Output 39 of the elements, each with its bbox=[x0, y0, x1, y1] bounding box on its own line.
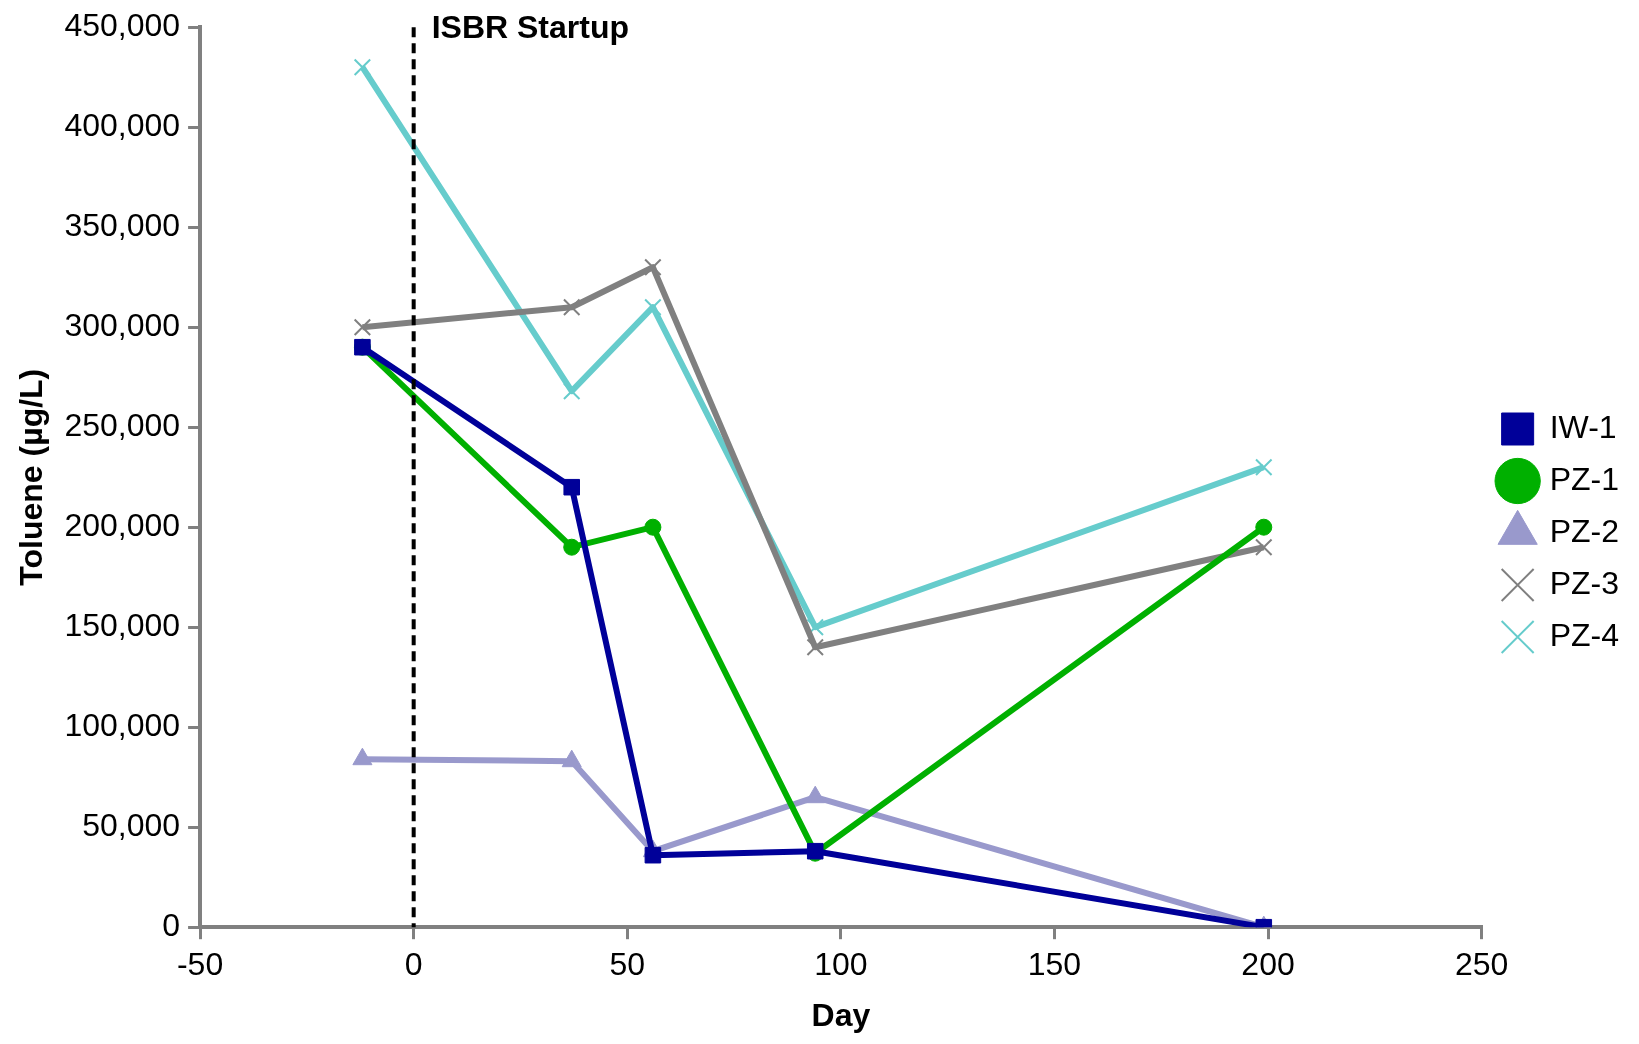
ref-line-label: ISBR Startup bbox=[431, 9, 630, 46]
point bbox=[644, 518, 662, 536]
x-tick-label: 50 bbox=[609, 946, 646, 983]
y-axis-title: Toluene (µg/L) bbox=[13, 368, 50, 586]
y-tick-label: 250,000 bbox=[64, 407, 181, 444]
x-tick-label: 100 bbox=[814, 946, 868, 983]
y-tick-label: 0 bbox=[162, 907, 181, 944]
point bbox=[563, 538, 581, 556]
point bbox=[644, 846, 662, 864]
x-tick-label: 150 bbox=[1027, 946, 1082, 983]
legend-label: PZ-2 bbox=[1549, 512, 1619, 549]
legend-label: PZ-3 bbox=[1549, 564, 1619, 601]
y-tick-label: 450,000 bbox=[64, 7, 181, 44]
point bbox=[1255, 538, 1273, 556]
y-tick-label: 200,000 bbox=[64, 507, 181, 544]
y-tick-label: 300,000 bbox=[64, 307, 181, 344]
y-tick-label: 100,000 bbox=[64, 707, 181, 744]
point bbox=[1255, 458, 1273, 476]
point bbox=[562, 298, 581, 316]
legend-label: IW-1 bbox=[1549, 408, 1617, 445]
point bbox=[353, 58, 372, 76]
point bbox=[563, 478, 581, 496]
point bbox=[806, 618, 825, 636]
y-tick-label: 350,000 bbox=[64, 207, 181, 244]
x-tick-label: 250 bbox=[1454, 946, 1509, 983]
point bbox=[1255, 518, 1273, 536]
legend-label: PZ-1 bbox=[1549, 460, 1619, 497]
x-tick-label: -50 bbox=[176, 946, 224, 983]
point bbox=[353, 318, 372, 336]
x-tick-label: 200 bbox=[1241, 946, 1295, 983]
point bbox=[644, 298, 662, 316]
y-tick-label: 400,000 bbox=[64, 107, 181, 144]
x-tick-label: 0 bbox=[404, 946, 423, 983]
point bbox=[806, 638, 825, 656]
y-tick-label: 50,000 bbox=[82, 807, 181, 844]
legend-label: PZ-4 bbox=[1549, 616, 1619, 653]
x-axis-title: Day bbox=[811, 996, 871, 1033]
point bbox=[644, 258, 662, 276]
y-tick-label: 150,000 bbox=[64, 607, 181, 644]
